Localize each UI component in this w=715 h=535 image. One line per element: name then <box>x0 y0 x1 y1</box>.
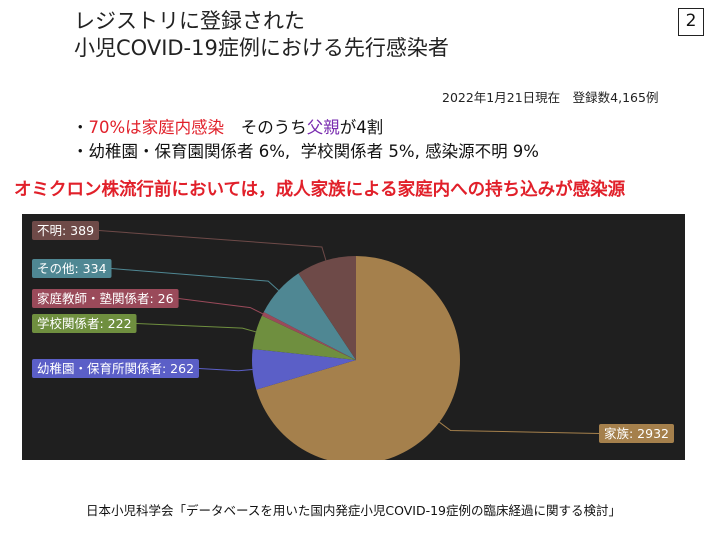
slice-label-box-2 <box>32 314 137 333</box>
leader-line-3 <box>178 298 264 315</box>
bullet-suffix: が4割 <box>339 118 384 137</box>
leader-lines <box>98 230 600 434</box>
infection-source-pie-chart: 家族: 2932 幼稚園・保育所関係者: 262 学校関係者: 222 家庭教師・塾関… <box>22 214 685 460</box>
household-rate: 70%は家庭内感染 <box>88 118 225 137</box>
slice-label-2: 学校関係者: 222 <box>37 316 132 331</box>
slice-labels: 家族: 2932 幼稚園・保育所関係者: 262 学校関係者: 222 家庭教師・塾関… <box>32 221 674 443</box>
slice-label-5: 不明: 389 <box>37 223 94 238</box>
slice-label-3: 家庭教師・塾関係者: 26 <box>37 291 174 306</box>
registry-date: 2022年1月21日現在 登録数4,165例 <box>442 90 659 105</box>
slice-label-box-0 <box>599 424 674 443</box>
slice-label-4: その他: 334 <box>37 261 107 276</box>
pie-slice-5 <box>298 256 356 360</box>
page-number: 2 <box>678 8 704 36</box>
pie-slices <box>251 256 460 460</box>
bullet-mark: ・ <box>72 118 89 137</box>
slide-title: レジストリに登録された 小児COVID-19症例における先行感染者 <box>74 8 449 62</box>
pie-slice-3 <box>261 311 356 360</box>
slice-label-box-3 <box>32 289 179 308</box>
source-citation: 日本小児科学会「データベースを用いた国内発症小児COVID-19症例の臨床経過に… <box>86 503 622 518</box>
slice-label-box-1 <box>32 359 199 378</box>
title-line-1: レジストリに登録された <box>74 9 305 33</box>
bullet-mid-text: そのうち <box>224 118 307 137</box>
leader-line-5 <box>98 230 327 261</box>
title-line-2: 小児COVID-19症例における先行感染者 <box>74 36 449 60</box>
slice-label-box-4 <box>32 259 112 278</box>
slice-label-1: 幼稚園・保育所関係者: 262 <box>37 361 194 376</box>
leader-line-2 <box>136 323 257 333</box>
leader-line-4 <box>111 268 279 291</box>
slice-label-0: 家族: 2932 <box>604 426 669 441</box>
leader-line-0 <box>439 421 600 434</box>
pie-slice-4 <box>263 273 356 360</box>
pie-slice-1 <box>251 349 356 390</box>
slice-label-box-5 <box>32 221 99 240</box>
pie-slice-0 <box>256 256 460 460</box>
summary-bullets: ・70%は家庭内感染 そのうち父親が4割 ・幼稚園・保育園関係者 6%, 学校関… <box>72 116 539 164</box>
leader-line-1 <box>198 368 253 372</box>
bullet-other-sources: ・幼稚園・保育園関係者 6%, 学校関係者 5%, 感染源不明 9% <box>72 142 539 161</box>
bullet-household: ・70%は家庭内感染 そのうち父親が4割 <box>72 116 539 140</box>
pie-slice-2 <box>252 315 356 360</box>
headline-conclusion: オミクロン株流行前においては，成人家族による家庭内への持ち込みが感染源 <box>14 180 626 200</box>
father-text: 父親 <box>306 118 340 137</box>
